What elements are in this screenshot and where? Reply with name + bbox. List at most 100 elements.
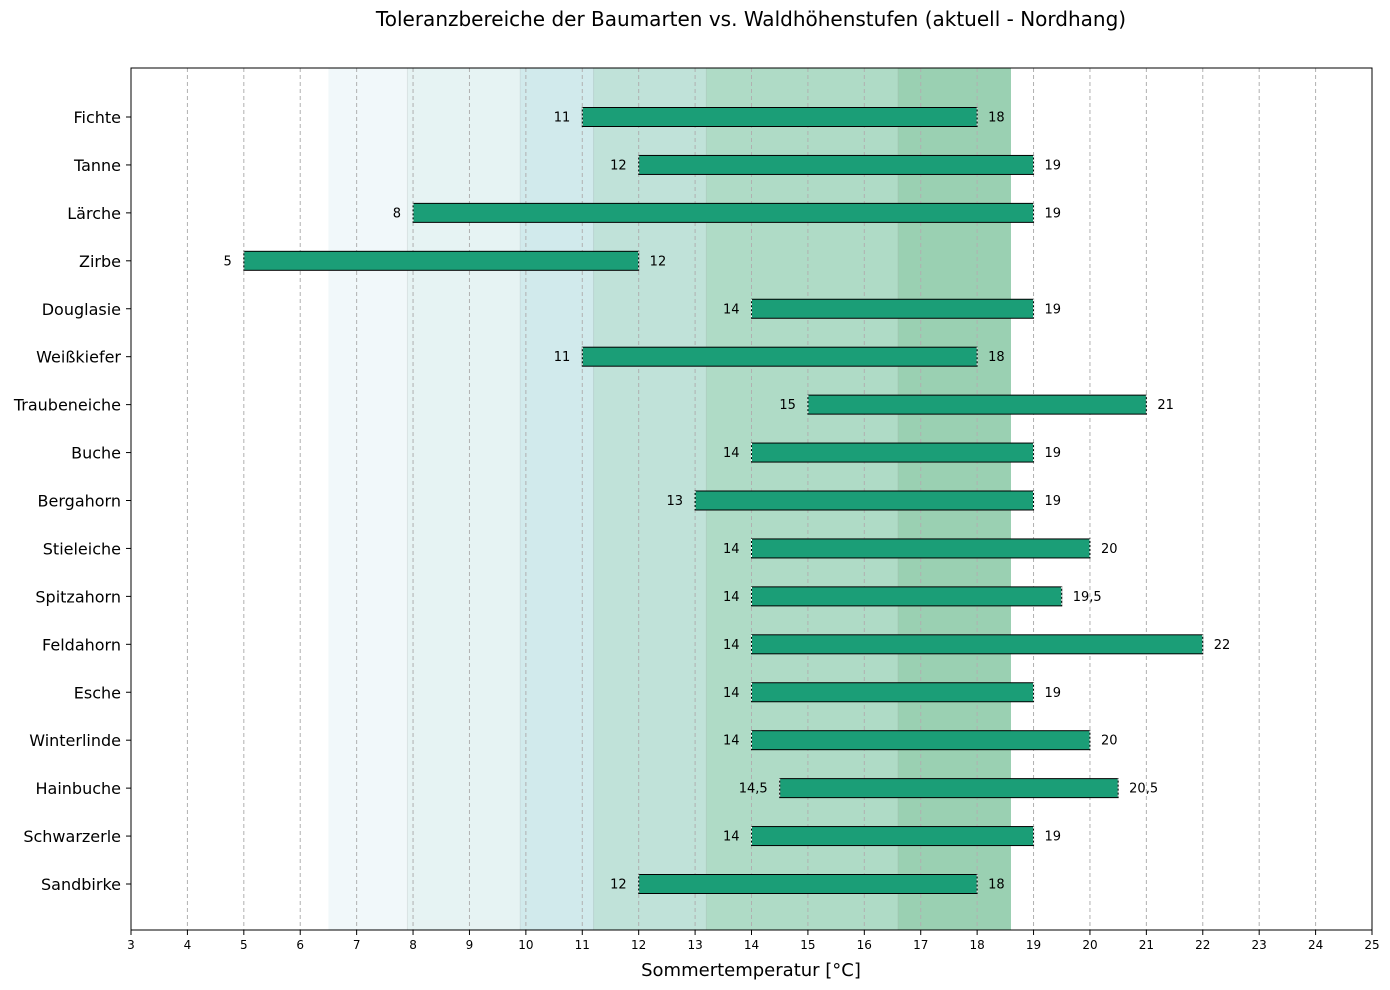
- x-tick-label-8: 11: [575, 938, 590, 952]
- min-label-1: 12: [610, 158, 627, 173]
- x-tick-label-15: 18: [969, 938, 984, 952]
- max-label-13: 20: [1101, 734, 1118, 749]
- bar-0: [581, 107, 978, 127]
- max-label-7: 19: [1045, 446, 1062, 461]
- bar-13: [751, 730, 1091, 751]
- y-tick-label-13: Winterlinde: [29, 731, 121, 750]
- min-label-12: 14: [723, 686, 740, 701]
- max-label-10: 19,5: [1073, 590, 1102, 605]
- min-label-7: 14: [723, 446, 740, 461]
- bar-6: [807, 394, 1147, 415]
- bar-3: [243, 250, 640, 271]
- max-label-6: 21: [1157, 398, 1174, 413]
- bar-16: [638, 874, 978, 894]
- max-label-8: 19: [1045, 494, 1062, 509]
- max-label-4: 19: [1045, 302, 1062, 317]
- max-label-5: 18: [988, 350, 1005, 365]
- labels-layer: 11 18 12 19 8 19 5 12 14 19 11 18 15 21 14 19 13 19 14 20 14…: [224, 111, 1231, 893]
- x-tick-label-5: 8: [409, 938, 417, 952]
- x-tick-label-3: 6: [296, 938, 304, 952]
- bar-12: [751, 682, 1035, 703]
- y-tick-label-14: Hainbuche: [36, 779, 122, 798]
- y-tick-label-15: Schwarzerle: [23, 827, 121, 846]
- chart-title: Toleranzbereiche der Baumarten vs. Waldh…: [375, 7, 1126, 31]
- x-axis: 3 4 5 6 7 8 9 10 11 12 13 14 15 16 17 18 19 20 21 22 23 24 25: [127, 930, 1380, 952]
- min-label-11: 14: [723, 638, 740, 653]
- y-tick-label-1: Tanne: [73, 156, 121, 175]
- y-tick-label-2: Lärche: [67, 204, 121, 223]
- x-tick-label-10: 13: [687, 938, 702, 952]
- min-label-8: 13: [667, 494, 684, 509]
- bar-9: [751, 538, 1091, 559]
- min-label-16: 12: [610, 878, 627, 893]
- y-tick-label-6: Traubeneiche: [13, 396, 121, 415]
- zone-band-3: [593, 68, 707, 930]
- x-tick-label-2: 5: [240, 938, 248, 952]
- bar-5: [581, 346, 978, 367]
- x-tick-label-11: 14: [744, 938, 759, 952]
- max-label-2: 19: [1045, 206, 1062, 221]
- bar-2: [412, 202, 1035, 223]
- x-tick-label-16: 19: [1026, 938, 1041, 952]
- min-label-6: 15: [779, 398, 796, 413]
- x-tick-label-17: 20: [1082, 938, 1097, 952]
- x-tick-label-9: 12: [631, 938, 646, 952]
- min-label-4: 14: [723, 302, 740, 317]
- y-axis: Fichte Tanne Lärche Zirbe Douglasie Weißkiefe…: [13, 108, 131, 894]
- x-tick-label-7: 10: [518, 938, 533, 952]
- zone-band-1: [407, 68, 521, 930]
- x-tick-label-21: 24: [1308, 938, 1323, 952]
- bar-4: [751, 298, 1035, 319]
- y-tick-label-16: Sandbirke: [41, 875, 121, 894]
- bar-11: [751, 634, 1204, 655]
- max-label-14: 20,5: [1129, 782, 1158, 797]
- bars-layer: [243, 107, 1204, 894]
- x-tick-label-12: 15: [800, 938, 815, 952]
- y-tick-label-9: Stieleiche: [43, 539, 121, 558]
- x-tick-label-13: 16: [857, 938, 872, 952]
- x-tick-label-0: 3: [127, 938, 135, 952]
- y-tick-label-8: Bergahorn: [38, 492, 121, 511]
- y-tick-label-12: Esche: [74, 683, 121, 702]
- x-tick-label-20: 23: [1252, 938, 1267, 952]
- max-label-9: 20: [1101, 542, 1118, 557]
- y-tick-label-7: Buche: [71, 444, 121, 463]
- bar-14: [779, 778, 1119, 799]
- zone-band-0: [328, 68, 408, 930]
- y-tick-label-4: Douglasie: [42, 300, 121, 319]
- max-label-12: 19: [1045, 686, 1062, 701]
- x-axis-label: Sommertemperatur [°C]: [641, 960, 861, 981]
- x-tick-label-6: 9: [466, 938, 474, 952]
- y-tick-label-5: Weißkiefer: [36, 348, 121, 367]
- x-tick-label-1: 4: [184, 938, 192, 952]
- max-label-16: 18: [988, 878, 1005, 893]
- y-tick-label-11: Feldahorn: [42, 635, 121, 654]
- bar-8: [694, 490, 1035, 511]
- min-label-2: 8: [393, 206, 401, 221]
- max-label-15: 19: [1045, 830, 1062, 845]
- min-label-0: 11: [554, 111, 571, 126]
- x-tick-label-18: 21: [1139, 938, 1154, 952]
- x-tick-label-4: 7: [353, 938, 361, 952]
- min-label-5: 11: [554, 350, 571, 365]
- bar-10: [751, 586, 1063, 607]
- min-label-3: 5: [224, 254, 232, 269]
- x-tick-label-14: 17: [913, 938, 928, 952]
- bar-7: [751, 442, 1035, 463]
- min-label-10: 14: [723, 590, 740, 605]
- min-label-9: 14: [723, 542, 740, 557]
- bar-1: [638, 154, 1035, 175]
- min-label-15: 14: [723, 830, 740, 845]
- min-label-14: 14,5: [739, 782, 768, 797]
- max-label-3: 12: [650, 254, 667, 269]
- max-label-0: 18: [988, 111, 1005, 126]
- y-tick-label-3: Zirbe: [79, 252, 121, 271]
- max-label-11: 22: [1214, 638, 1231, 653]
- y-tick-label-0: Fichte: [73, 108, 121, 127]
- min-label-13: 14: [723, 734, 740, 749]
- x-tick-label-22: 25: [1364, 938, 1379, 952]
- y-tick-label-10: Spitzahorn: [35, 587, 121, 606]
- max-label-1: 19: [1045, 158, 1062, 173]
- x-tick-label-19: 22: [1195, 938, 1210, 952]
